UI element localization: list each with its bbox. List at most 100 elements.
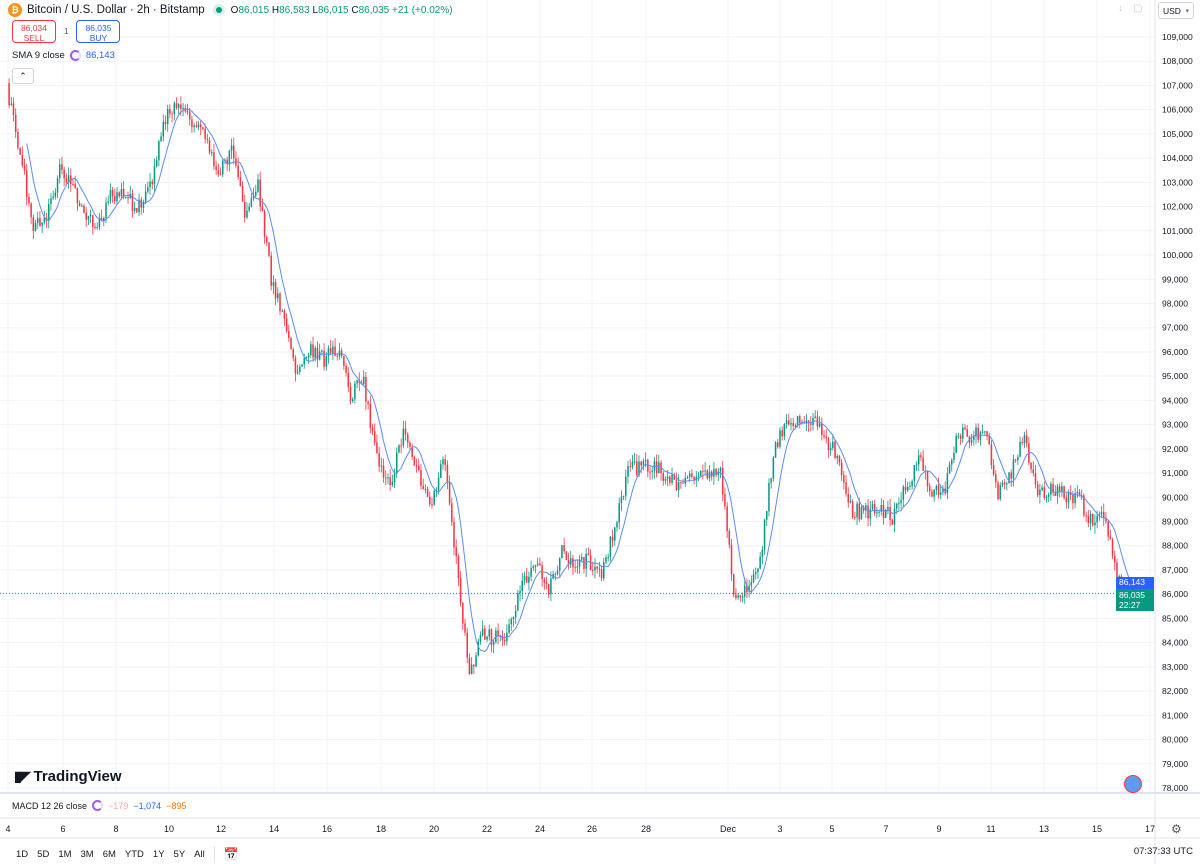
candle-body xyxy=(1089,513,1092,524)
time-tick-label: 3 xyxy=(777,824,782,834)
time-tick-label: 12 xyxy=(216,824,226,834)
candle-body xyxy=(153,166,156,185)
currency-select[interactable]: USD ▾ xyxy=(1158,2,1194,19)
candle-body xyxy=(1111,539,1114,556)
candle-body xyxy=(688,473,691,478)
time-tick-label: 20 xyxy=(429,824,439,834)
candle-body xyxy=(832,441,834,449)
settings-gear-icon[interactable]: ⚙ xyxy=(1171,822,1182,836)
candle-body xyxy=(259,179,261,207)
candle-body xyxy=(647,460,649,472)
candle-body xyxy=(684,478,687,484)
candle-body xyxy=(226,159,228,165)
candle-body xyxy=(177,104,180,108)
candle-body xyxy=(127,197,129,199)
candle-body xyxy=(644,460,647,462)
candle-body xyxy=(140,199,143,208)
price-tick-label: 97,000 xyxy=(1162,323,1188,333)
candle-body xyxy=(920,455,922,458)
candle-body xyxy=(210,152,213,154)
candle-body xyxy=(959,435,962,439)
candle-body xyxy=(948,464,951,474)
range-3m[interactable]: 3M xyxy=(80,848,94,860)
candle-body xyxy=(327,348,330,356)
candle-body xyxy=(72,183,74,185)
macd-legend[interactable]: MACD 12 26 close −179 −1,074 −895 xyxy=(12,800,187,811)
sma-legend[interactable]: SMA 9 close 86,143 xyxy=(12,50,115,61)
candle-body xyxy=(283,310,286,319)
candle-body xyxy=(845,482,847,494)
price-tick-label: 100,000 xyxy=(1162,250,1193,260)
candle-body xyxy=(228,150,231,165)
candle-body xyxy=(479,635,482,642)
candle-body xyxy=(739,595,742,598)
candle-body xyxy=(116,192,118,202)
range-5y[interactable]: 5Y xyxy=(173,848,186,860)
candle-body xyxy=(28,196,30,204)
tradingview-logo[interactable]: ▮◤ TradingView xyxy=(14,768,122,785)
collapse-legend-button[interactable]: ⌃ xyxy=(12,68,34,84)
candle-body xyxy=(794,425,797,427)
utc-clock[interactable]: 07:37:33 UTC xyxy=(1133,846,1193,857)
candle-body xyxy=(365,376,367,402)
go-to-date-calendar-icon[interactable]: 📅 xyxy=(223,847,239,861)
range-5d[interactable]: 5D xyxy=(37,848,50,860)
candle-body xyxy=(334,346,336,356)
sell-button[interactable]: 86,034 SELL xyxy=(12,20,56,43)
candle-body xyxy=(246,210,248,218)
candle-body xyxy=(933,489,935,497)
candle-body xyxy=(1003,482,1006,485)
candle-body xyxy=(118,192,120,197)
candle-body xyxy=(638,461,640,475)
candle-body xyxy=(607,556,609,558)
candle-body xyxy=(1039,489,1041,496)
candle-body xyxy=(825,436,827,439)
candle-body xyxy=(490,629,493,645)
candle-body xyxy=(576,566,579,568)
candle-body xyxy=(854,517,856,519)
download-icon[interactable]: ↓ xyxy=(1118,3,1123,14)
us-flag-event-icon[interactable] xyxy=(1124,775,1142,793)
candle-body xyxy=(237,165,239,178)
candle-body xyxy=(169,108,171,114)
range-all[interactable]: All xyxy=(194,848,205,860)
symbol-title[interactable]: Bitcoin / U.S. Dollar · 2h · Bitstamp xyxy=(27,4,205,16)
range-1d[interactable]: 1D xyxy=(16,848,29,860)
candle-body xyxy=(464,623,466,633)
candle-body xyxy=(442,459,444,465)
candle-body xyxy=(779,430,781,447)
candle-body xyxy=(768,482,770,512)
candle-body xyxy=(964,427,966,430)
candle-body xyxy=(721,467,724,495)
candle-body xyxy=(336,355,339,357)
range-1y[interactable]: 1Y xyxy=(152,848,165,860)
candle-body xyxy=(726,506,728,532)
range-ytd[interactable]: YTD xyxy=(124,848,144,860)
buy-button[interactable]: 86,035 BUY xyxy=(76,20,121,43)
candle-body xyxy=(459,578,462,603)
candle-body xyxy=(622,495,625,497)
candle-body xyxy=(889,507,891,521)
candle-body xyxy=(1094,522,1096,526)
candle-body xyxy=(605,557,607,563)
candle-body xyxy=(1032,469,1035,474)
candle-body xyxy=(671,474,673,483)
candle-body xyxy=(1023,435,1026,443)
candle-body xyxy=(395,452,398,474)
candle-body xyxy=(43,217,46,223)
candle-body xyxy=(869,509,872,519)
candle-body xyxy=(558,557,561,571)
candle-body xyxy=(743,585,746,597)
candle-body xyxy=(790,423,792,425)
candle-body xyxy=(931,491,933,497)
candle-body xyxy=(1078,491,1081,497)
candle-body xyxy=(867,505,869,519)
range-1m[interactable]: 1M xyxy=(58,848,72,860)
range-6m[interactable]: 6M xyxy=(102,848,116,860)
price-tick-label: 95,000 xyxy=(1162,371,1188,381)
fullscreen-icon[interactable]: ▢ xyxy=(1133,3,1143,14)
candle-body xyxy=(995,474,997,483)
candle-body xyxy=(195,125,198,128)
candle-body xyxy=(1041,487,1043,490)
